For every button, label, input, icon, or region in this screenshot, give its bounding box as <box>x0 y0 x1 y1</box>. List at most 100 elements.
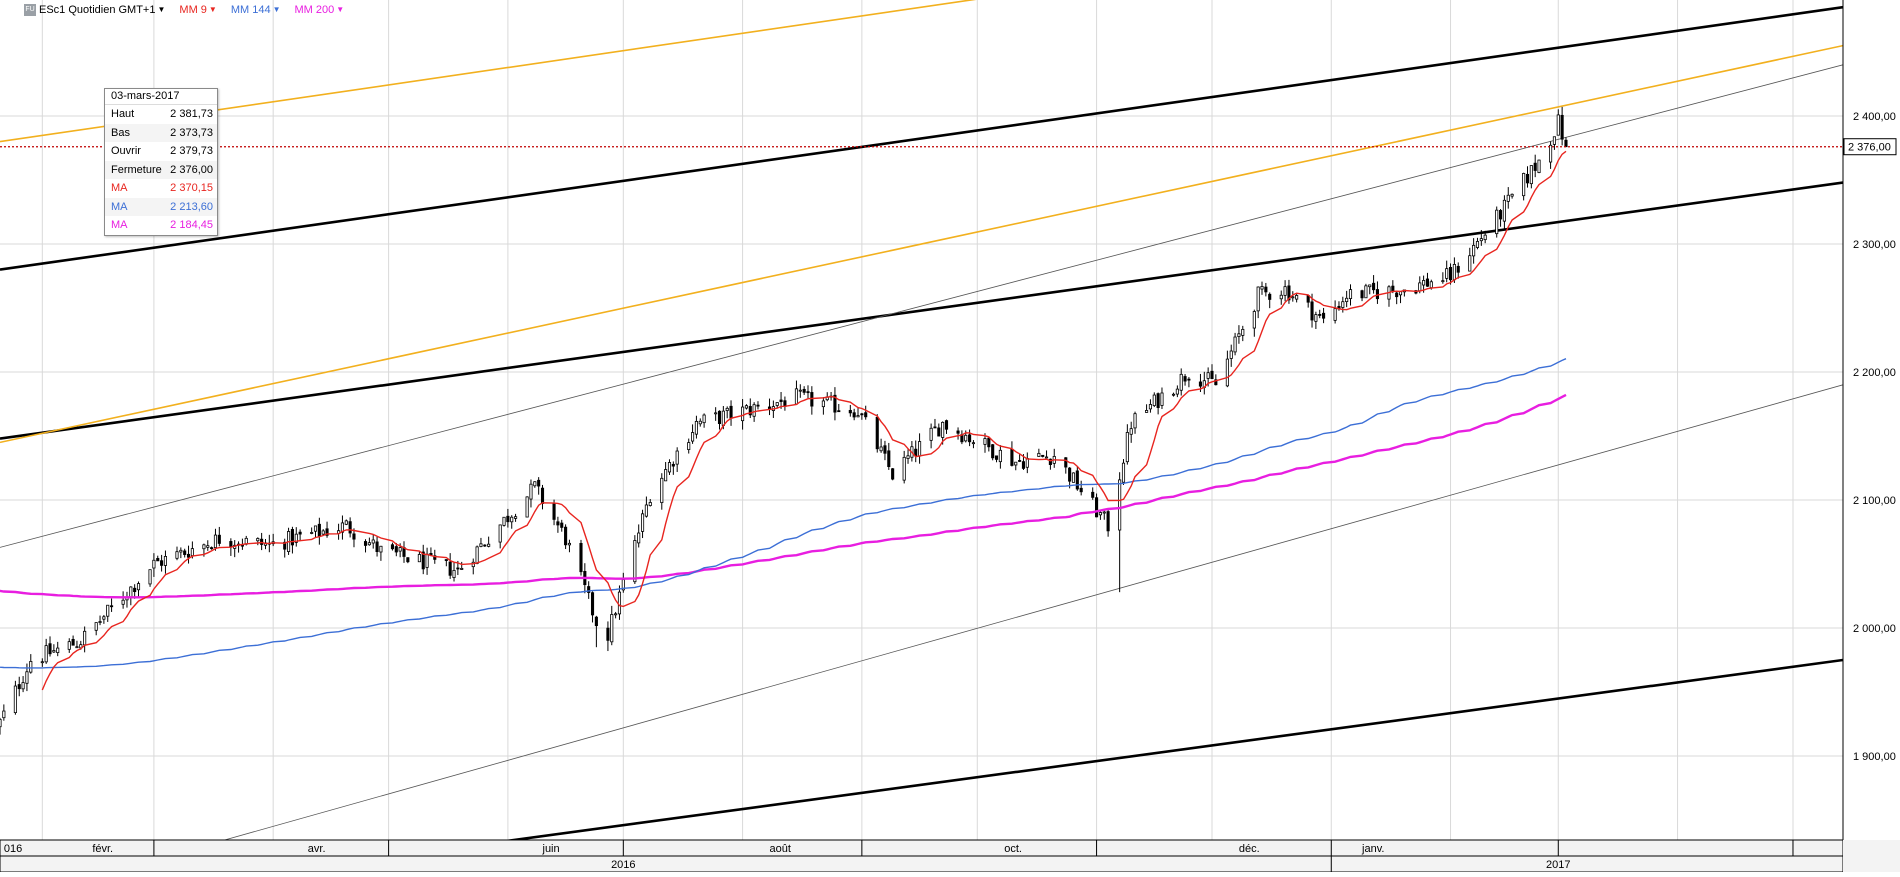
chevron-down-icon[interactable]: ▼ <box>157 5 166 14</box>
candle-body <box>1068 467 1072 482</box>
candle-body <box>344 520 348 525</box>
candle-body <box>675 450 679 465</box>
candle <box>552 499 556 526</box>
candle <box>664 461 668 482</box>
candle-body <box>363 541 368 546</box>
candle-body <box>1310 301 1314 321</box>
candle-body <box>698 420 702 425</box>
candle <box>540 484 545 510</box>
candle-body <box>110 605 114 608</box>
candle <box>1091 487 1095 500</box>
candle-body <box>1152 394 1156 406</box>
candle-body <box>460 567 464 570</box>
candle-body <box>1025 458 1029 468</box>
chevron-down-icon[interactable]: ▼ <box>208 5 217 14</box>
indicator-ma144-label: MM 144 <box>230 4 271 16</box>
last-price-label: 2 376,00 <box>1848 142 1891 154</box>
candle <box>425 547 429 575</box>
y-tick-label: 2 000,00 <box>1853 623 1896 635</box>
candle <box>1037 448 1041 457</box>
trendline-thin-lower <box>223 384 1843 840</box>
candle-body <box>102 616 106 620</box>
candle-body <box>1252 311 1256 329</box>
candle-body <box>1018 460 1022 462</box>
candle <box>560 519 564 532</box>
info-key: Bas <box>111 126 130 139</box>
candle-body <box>1095 497 1099 518</box>
candle-body <box>1429 281 1433 289</box>
candle-body <box>106 604 110 617</box>
chevron-down-icon[interactable]: ▼ <box>336 5 345 14</box>
candle <box>344 519 348 526</box>
candle-body <box>775 402 779 406</box>
candle <box>918 433 922 464</box>
candle <box>1456 262 1460 279</box>
candle <box>798 384 802 398</box>
candle-body <box>290 529 294 546</box>
candle-body <box>606 627 610 641</box>
candle <box>1044 450 1049 459</box>
candle-body <box>837 410 841 413</box>
candle-body <box>1010 448 1014 466</box>
candle-body <box>1345 297 1349 303</box>
candle <box>944 419 949 434</box>
candle-body <box>390 544 395 550</box>
candle-body <box>256 538 260 542</box>
candle <box>1210 364 1214 380</box>
candle <box>210 546 214 550</box>
candle-body <box>179 549 183 553</box>
candle-body <box>1171 393 1176 396</box>
candle <box>1475 237 1480 250</box>
candle <box>1102 509 1106 520</box>
candle <box>1529 165 1533 189</box>
candle-body <box>856 415 860 418</box>
candle-body <box>283 541 287 550</box>
indicator-ma144[interactable]: MM 144 ▼ <box>231 2 281 18</box>
candle <box>860 412 864 420</box>
candle <box>183 548 187 558</box>
candle-body <box>691 432 695 442</box>
candle <box>121 591 125 609</box>
candle-body <box>1148 404 1152 410</box>
candle <box>290 526 294 554</box>
candle-body <box>483 544 487 547</box>
candle <box>337 523 341 540</box>
indicator-ma9[interactable]: MM 9 ▼ <box>179 2 216 18</box>
candle-body <box>1048 458 1052 465</box>
candle-body <box>498 524 502 543</box>
candle <box>848 404 852 417</box>
symbol-selector[interactable]: FU ESc1 Quotidien GMT+1 ▼ <box>24 2 165 18</box>
x-year-label: 2017 <box>1546 859 1570 871</box>
candle <box>256 537 260 546</box>
candle-body <box>1225 358 1229 387</box>
candle-body <box>779 399 783 402</box>
candle <box>1322 307 1326 324</box>
candle <box>937 423 941 437</box>
candle-body <box>406 557 410 563</box>
chevron-down-icon[interactable]: ▼ <box>272 5 281 14</box>
candle <box>983 433 987 453</box>
candle-body <box>1360 290 1364 299</box>
candle-body <box>617 591 622 615</box>
candle-body <box>929 427 933 441</box>
candle-body <box>1175 388 1179 395</box>
candle-body <box>1510 193 1514 197</box>
candle-body <box>1318 314 1322 316</box>
info-row: Ouvrir 2 379,73 <box>105 142 217 161</box>
candle-body <box>956 430 960 434</box>
candle <box>1256 286 1260 319</box>
candle-body <box>1121 462 1126 483</box>
indicator-ma200[interactable]: MM 200 ▼ <box>295 2 345 18</box>
candle <box>2 704 6 721</box>
candle-body <box>444 559 448 561</box>
candle <box>102 614 106 624</box>
candle-body <box>1160 392 1164 406</box>
symbol-label: ESc1 Quotidien GMT+1 <box>39 4 156 16</box>
candle <box>348 517 352 538</box>
candle-body <box>1348 289 1353 299</box>
candle <box>640 509 645 539</box>
candle-body <box>417 554 421 563</box>
candle-body <box>821 400 825 408</box>
